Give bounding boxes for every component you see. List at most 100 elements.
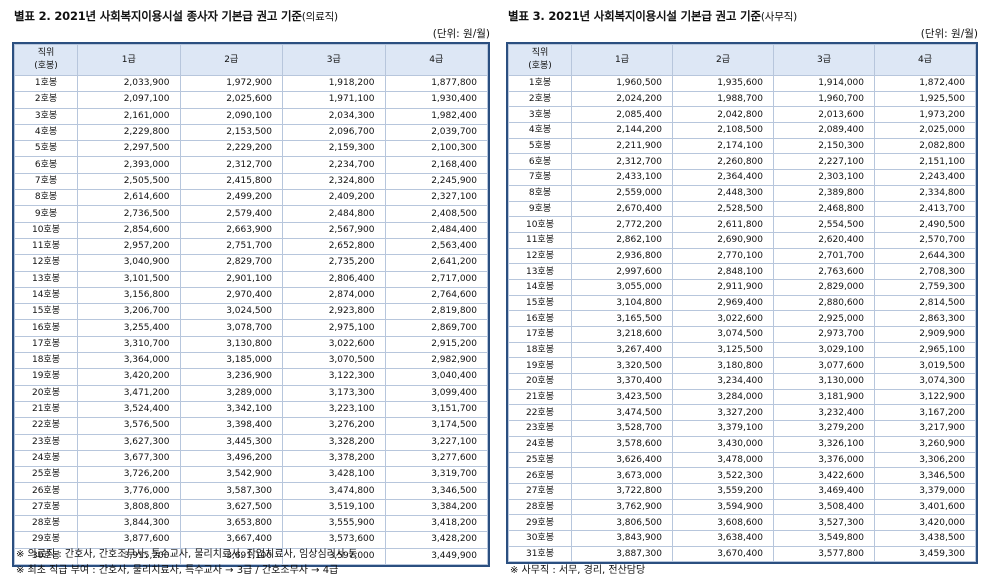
rank-cell: 16호봉 xyxy=(14,319,78,337)
grade2-salary-cell: 2,901,100 xyxy=(179,270,283,288)
table-row: 14호봉 3,156,800 2,970,400 2,874,000 2,764,600 xyxy=(14,286,488,305)
grade4-salary-cell: 3,217,900 xyxy=(874,420,976,437)
table-row: 31호봉 3,887,300 3,670,400 3,577,800 3,459,300 xyxy=(508,545,976,563)
grade1-salary-cell: 3,776,000 xyxy=(77,482,181,500)
grade2-salary-cell: 3,185,000 xyxy=(179,352,283,370)
grade4-salary-cell: 1,973,200 xyxy=(874,106,976,124)
grade4-salary-cell: 2,764,600 xyxy=(384,286,488,305)
grade4-salary-cell: 3,306,200 xyxy=(874,451,976,469)
table-row: 1호봉 2,033,900 1,972,900 1,918,200 1,877,800 xyxy=(14,74,488,93)
grade2-salary-cell: 2,025,600 xyxy=(179,91,283,109)
table-row: 13호봉 2,997,600 2,848,100 2,763,600 2,708,300 xyxy=(508,263,976,280)
rank-cell: 17호봉 xyxy=(14,335,78,354)
grade3-salary-cell: 3,326,100 xyxy=(773,435,875,453)
grade1-salary-cell: 3,206,700 xyxy=(77,303,181,321)
rank-cell: 1호봉 xyxy=(14,74,78,93)
title-subtext: (의료직) xyxy=(301,11,338,23)
grade4-salary-cell: 2,413,700 xyxy=(874,200,976,218)
grade4-salary-cell: 2,909,900 xyxy=(874,326,976,343)
grade2-salary-cell: 1,935,600 xyxy=(672,75,774,92)
grade3-salary-cell: 3,328,200 xyxy=(282,433,386,451)
rank-cell: 26호봉 xyxy=(14,482,78,500)
grade2-salary-cell: 3,342,100 xyxy=(179,400,283,419)
grade2-salary-cell: 2,663,900 xyxy=(179,221,283,239)
grade1-salary-cell: 3,471,200 xyxy=(77,384,181,402)
table-row: 7호봉 2,505,500 2,415,800 2,324,800 2,245,900 xyxy=(14,172,488,191)
rank-cell: 20호봉 xyxy=(14,384,78,402)
grade3-salary-cell: 3,181,900 xyxy=(773,388,875,406)
grade1-salary-cell: 3,808,800 xyxy=(77,498,181,517)
grade3-salary-cell: 3,378,200 xyxy=(282,449,386,468)
grade4-salary-cell: 2,025,000 xyxy=(874,122,976,139)
table-row: 30호봉 3,915,200 3,691,100 3,597,000 3,449,900 xyxy=(14,547,488,565)
footnote-office-roles: ※ 사무직 : 서무, 경리, 전산담당 xyxy=(510,565,646,576)
grade2-salary-cell: 2,174,100 xyxy=(672,137,774,155)
table-row: 9호봉 2,736,500 2,579,400 2,484,800 2,408,500 xyxy=(14,205,488,223)
rank-cell: 6호봉 xyxy=(14,156,78,174)
grade1-salary-cell: 2,097,100 xyxy=(77,91,181,109)
grade3-salary-cell: 3,428,100 xyxy=(282,466,386,484)
grade3-salary-cell: 2,652,800 xyxy=(282,237,386,256)
grade4-salary-cell: 2,490,500 xyxy=(874,216,976,233)
grade4-salary-cell: 2,243,400 xyxy=(874,169,976,186)
grade2-salary-cell: 3,445,300 xyxy=(179,433,283,451)
table-row: 11호봉 2,862,100 2,690,900 2,620,400 2,570,700 xyxy=(508,231,976,249)
rank-header-line1: 직위 xyxy=(37,48,55,58)
grade3-salary-cell: 2,227,100 xyxy=(773,153,875,171)
grade3-salary-cell: 2,389,800 xyxy=(773,184,875,202)
grade1-salary-cell: 3,101,500 xyxy=(77,270,181,288)
grade2-salary-cell: 2,690,900 xyxy=(672,231,774,249)
grade1-salary-cell: 3,474,500 xyxy=(571,404,673,422)
grade3-salary-cell: 3,519,100 xyxy=(282,498,386,517)
grade1-salary-cell: 2,614,600 xyxy=(77,189,181,207)
grade3-salary-cell: 2,324,800 xyxy=(282,172,386,191)
grade3-salary-cell: 3,597,000 xyxy=(282,547,386,565)
grade1-salary-cell: 3,423,500 xyxy=(571,388,673,406)
grade4-salary-cell: 2,563,400 xyxy=(384,237,488,256)
grade3-salary-cell: 3,022,600 xyxy=(282,335,386,354)
rank-cell: 4호봉 xyxy=(14,123,78,142)
grade1-salary-cell: 2,024,200 xyxy=(571,90,673,108)
table-row: 29호봉 3,806,500 3,608,600 3,527,300 3,420,000 xyxy=(508,514,976,531)
rank-cell: 24호봉 xyxy=(508,435,572,453)
rank-cell: 15호봉 xyxy=(14,303,78,321)
grade4-salary-cell: 2,641,200 xyxy=(384,254,488,272)
grade3-salary-cell: 3,276,200 xyxy=(282,417,386,435)
grade1-salary-cell: 3,055,000 xyxy=(571,278,673,296)
grade3-salary-cell: 3,029,100 xyxy=(773,341,875,359)
rank-cell: 10호봉 xyxy=(14,221,78,239)
grade3-salary-cell: 2,923,800 xyxy=(282,303,386,321)
grade2-salary-cell: 2,090,100 xyxy=(179,107,283,125)
grade4-salary-cell: 3,438,500 xyxy=(874,529,976,547)
table-row: 25호봉 3,626,400 3,478,000 3,376,000 3,306,200 xyxy=(508,451,976,469)
rank-cell: 18호봉 xyxy=(508,341,572,359)
grade1-salary-cell: 3,722,800 xyxy=(571,482,673,500)
grade3-header: 3급 xyxy=(773,44,875,76)
table-row: 12호봉 3,040,900 2,829,700 2,735,200 2,641,200 xyxy=(14,254,488,272)
grade2-header: 2급 xyxy=(179,44,283,76)
grade4-salary-cell: 3,122,900 xyxy=(874,388,976,406)
grade1-salary-cell: 2,772,200 xyxy=(571,216,673,233)
grade2-salary-cell: 3,478,000 xyxy=(672,451,774,469)
grade4-salary-cell: 3,401,600 xyxy=(874,498,976,516)
grade4-salary-cell: 3,379,000 xyxy=(874,482,976,500)
rank-cell: 9호봉 xyxy=(14,205,78,223)
rank-header-line2: (호봉) xyxy=(528,61,552,71)
grade4-salary-cell: 2,168,400 xyxy=(384,156,488,174)
rank-cell: 27호봉 xyxy=(14,498,78,517)
grade1-salary-cell: 2,033,900 xyxy=(77,74,181,93)
grade2-salary-cell: 3,627,500 xyxy=(179,498,283,517)
grade4-salary-cell: 1,982,400 xyxy=(384,107,488,125)
grade2-salary-cell: 2,770,100 xyxy=(672,247,774,265)
grade4-salary-cell: 3,099,400 xyxy=(384,384,488,402)
grade4-salary-cell: 3,428,200 xyxy=(384,531,488,549)
grade3-salary-cell: 2,763,600 xyxy=(773,263,875,280)
grade1-salary-cell: 3,040,900 xyxy=(77,254,181,272)
rank-cell: 30호봉 xyxy=(14,547,78,565)
table-row: 23호봉 3,627,300 3,445,300 3,328,200 3,227,100 xyxy=(14,433,488,451)
grade1-salary-cell: 3,627,300 xyxy=(77,433,181,451)
grade2-header: 2급 xyxy=(672,44,774,76)
rank-cell: 23호봉 xyxy=(14,433,78,451)
grade3-salary-cell: 2,554,500 xyxy=(773,216,875,233)
grade1-salary-cell: 2,297,500 xyxy=(77,140,181,158)
